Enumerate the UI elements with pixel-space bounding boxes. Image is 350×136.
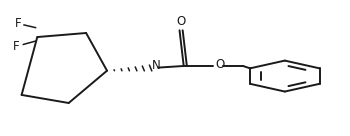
Text: N: N (152, 59, 160, 72)
Text: F: F (15, 17, 21, 30)
Text: F: F (13, 40, 20, 53)
Text: O: O (215, 58, 224, 71)
Text: O: O (176, 15, 186, 28)
